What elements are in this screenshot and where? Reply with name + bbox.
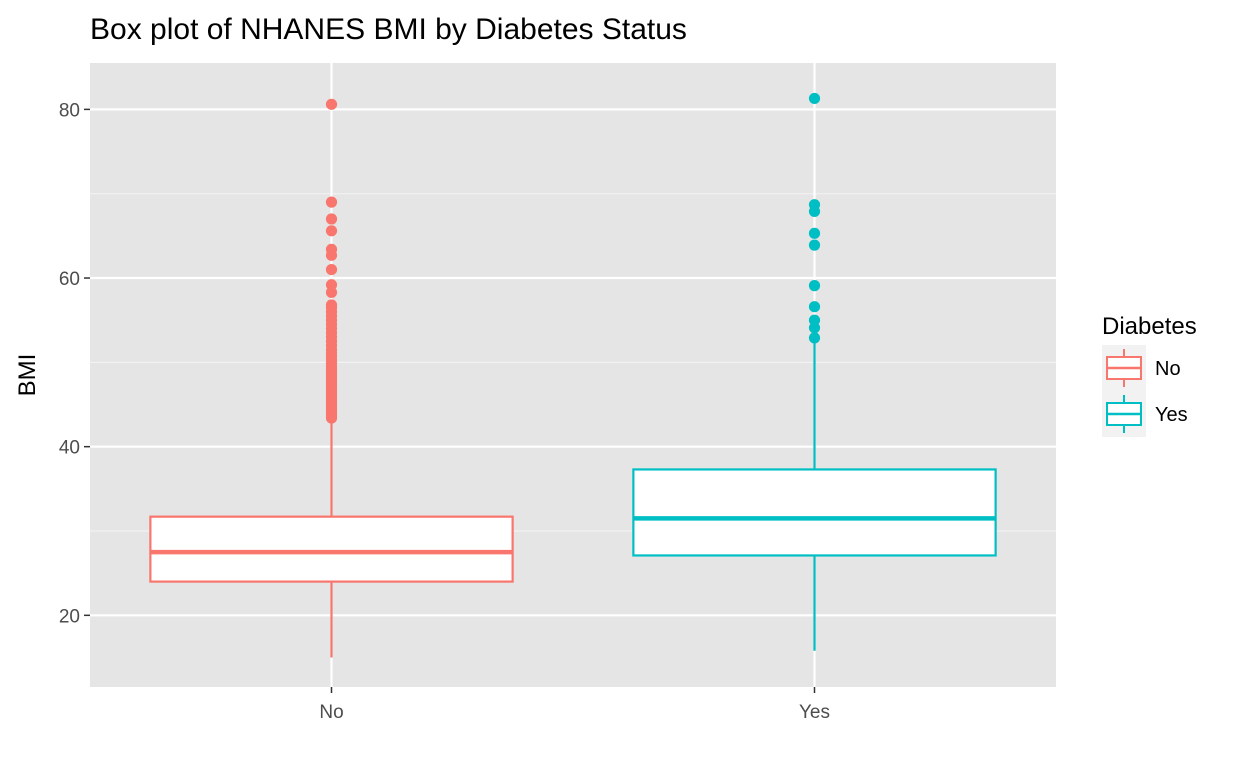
plot-panel	[90, 63, 1056, 687]
outlier-point	[325, 299, 338, 311]
iqr-box	[632, 468, 997, 557]
outlier-point	[808, 280, 821, 292]
outlier-point	[325, 243, 338, 255]
y-tick-label: 80	[59, 100, 80, 121]
y-tick-label: 60	[59, 269, 80, 290]
outlier-point	[325, 196, 338, 208]
outlier-point	[325, 213, 338, 225]
y-axis-title: BMI	[14, 354, 41, 397]
box-series	[149, 92, 997, 658]
legend-label: Yes	[1155, 404, 1188, 426]
legend-key-yes: Yes	[1102, 391, 1188, 437]
y-tick-label: 40	[59, 438, 80, 459]
iqr-box	[149, 515, 514, 583]
y-tick-label: 20	[59, 606, 80, 627]
outlier-point	[325, 263, 338, 276]
box-yes	[632, 92, 997, 651]
outlier-point	[808, 314, 821, 326]
outlier-point	[808, 301, 821, 313]
legend-title: Diabetes	[1102, 313, 1197, 340]
x-tick-label: Yes	[799, 702, 830, 723]
outlier-point	[808, 227, 821, 239]
legend-label: No	[1155, 358, 1181, 380]
box-no	[149, 98, 514, 658]
outlier-point	[808, 199, 821, 211]
x-axis: No Yes	[319, 687, 830, 723]
legend: Diabetes No Yes	[1102, 313, 1197, 437]
outlier-point	[808, 92, 821, 105]
legend-key-no: No	[1102, 345, 1181, 391]
outlier-point	[325, 98, 338, 110]
outlier-point	[808, 332, 821, 344]
outlier-point	[808, 239, 821, 251]
chart-title: Box plot of NHANES BMI by Diabetes Statu…	[90, 13, 687, 46]
y-axis: 20 40 60 80	[59, 100, 90, 627]
outlier-point	[325, 279, 338, 291]
outlier-point	[325, 225, 338, 237]
x-tick-label: No	[319, 702, 343, 723]
